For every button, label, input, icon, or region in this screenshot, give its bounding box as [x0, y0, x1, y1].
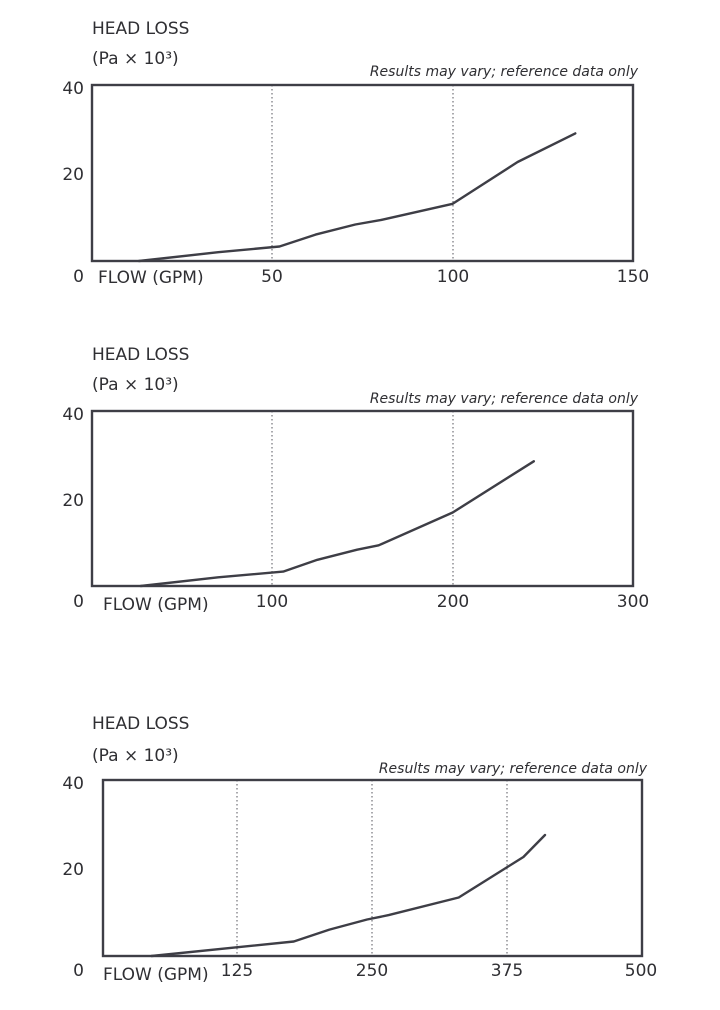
- chart-2-ytick-40: 40: [62, 405, 84, 425]
- chart-3-xlabel: FLOW (GPM): [103, 965, 209, 985]
- chart-3-xtick-500: 500: [625, 961, 657, 981]
- chart-2-series-line: [139, 460, 535, 588]
- chart-3-series-line: [150, 833, 547, 958]
- chart-3-ylabel-line2: (Pa × 10³): [92, 746, 179, 766]
- chart-3-plot-frame: [101, 778, 644, 958]
- chart-1-xlabel: FLOW (GPM): [98, 268, 204, 288]
- chart-1-ytick-40: 40: [62, 79, 84, 99]
- chart-3-ytick-40: 40: [62, 774, 84, 794]
- chart-1-series-line: [137, 132, 577, 263]
- chart-3-xtick-125: 125: [221, 961, 253, 981]
- chart-2-annotation: Results may vary; reference data only: [370, 391, 639, 407]
- chart-1-ytick-20: 20: [62, 165, 84, 185]
- chart-2-xtick-300: 300: [617, 592, 649, 612]
- chart-2-xlabel: FLOW (GPM): [103, 595, 209, 615]
- chart-3-ylabel-line1: HEAD LOSS: [92, 714, 189, 734]
- chart-1-xtick-100: 100: [437, 267, 469, 287]
- chart-1-ylabel-line2: (Pa × 10³): [92, 49, 179, 69]
- chart-2: HEAD LOSS (Pa × 10³) Results may vary; r…: [62, 345, 649, 615]
- chart-3-ytick-20: 20: [62, 860, 84, 880]
- chart-1-xtick-50: 50: [261, 267, 283, 287]
- chart-2-plot-frame: [90, 409, 635, 588]
- chart-1-plot-frame: [90, 83, 635, 263]
- chart-3-ytick-0: 0: [73, 961, 84, 981]
- chart-2-xtick-200: 200: [437, 592, 469, 612]
- chart-2-xtick-100: 100: [256, 592, 288, 612]
- chart-2-ytick-0: 0: [73, 592, 84, 612]
- chart-1-ylabel-line1: HEAD LOSS: [92, 19, 189, 39]
- chart-1-annotation: Results may vary; reference data only: [370, 64, 639, 80]
- chart-3-xtick-250: 250: [356, 961, 388, 981]
- chart-3-annotation: Results may vary; reference data only: [379, 761, 648, 777]
- chart-3-xtick-375: 375: [491, 961, 523, 981]
- chart-1-ytick-0: 0: [73, 267, 84, 287]
- chart-2-ylabel-line1: HEAD LOSS: [92, 345, 189, 365]
- chart-3: HEAD LOSS (Pa × 10³) Results may vary; r…: [62, 714, 657, 985]
- chart-2-ytick-20: 20: [62, 491, 84, 511]
- chart-1-xtick-150: 150: [617, 267, 649, 287]
- chart-1: HEAD LOSS (Pa × 10³) Results may vary; r…: [62, 19, 649, 288]
- chart-2-ylabel-line2: (Pa × 10³): [92, 375, 179, 395]
